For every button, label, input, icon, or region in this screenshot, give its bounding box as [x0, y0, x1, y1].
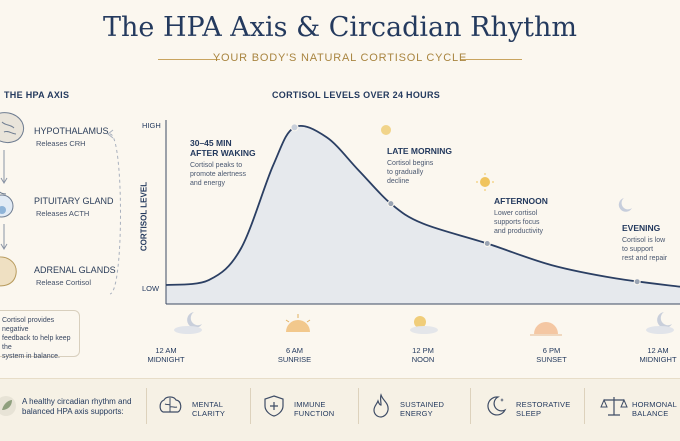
annotation-text: decline	[387, 178, 410, 185]
y-tick-high: HIGH	[142, 121, 161, 130]
benefits-band	[0, 378, 680, 441]
brain-organ-icon	[0, 112, 25, 143]
brain-icon	[159, 396, 182, 413]
curve-marker	[387, 200, 395, 208]
x-tick-label: 12 AM MIDNIGHT	[147, 346, 185, 364]
adrenal-organ-icon	[0, 256, 17, 287]
x-tick-label: 6 PM SUNSET	[536, 346, 567, 364]
hpa-axis-title: THE HPA AXIS	[4, 90, 70, 100]
benefits-intro: A healthy circadian rhythm and balanced …	[22, 397, 132, 416]
annotation-text: Cortisol begins	[387, 160, 434, 167]
feedback-arrowhead	[107, 129, 114, 139]
adrenal-label: ADRENAL GLANDS	[34, 265, 116, 275]
subtitle: YOUR BODY'S NATURAL CORTISOL CYCLE	[212, 52, 468, 64]
annotation-title: 30–45 MIN	[190, 138, 232, 148]
y-tick-low: LOW	[142, 284, 160, 293]
scale-icon	[600, 397, 628, 416]
feedback-box	[0, 310, 80, 357]
flame-icon	[373, 393, 389, 418]
benefit-divider	[584, 388, 585, 424]
annotation-text: rest and repair	[622, 255, 668, 262]
cortisol-curve	[165, 124, 680, 288]
benefit-divider	[470, 388, 471, 424]
annotation-title: LATE MORNING	[387, 146, 453, 156]
pituitary-sub: Releases ACTH	[36, 209, 90, 218]
leaf-icon	[0, 396, 16, 416]
benefit-label: HORMONAL BALANCE	[632, 400, 677, 418]
chart-title: CORTISOL LEVELS OVER 24 HOURS	[272, 90, 441, 100]
annotation-text: to gradually	[387, 169, 424, 176]
subtitle-divider-left	[158, 59, 220, 60]
hypothalamus-sub: Releases CRH	[36, 139, 86, 148]
feedback-line: feedback to help keep the	[2, 335, 71, 351]
benefit-divider	[146, 388, 147, 424]
subtitle-row: YOUR BODY'S NATURAL CORTISOL CYCLE	[0, 50, 680, 70]
annotation-title: AFTERNOON	[494, 196, 548, 206]
annotation-text: and productivity	[494, 228, 544, 235]
night-moon-icon-end	[646, 312, 674, 334]
sunset-icon	[530, 322, 562, 336]
annotation-text: supports focus	[494, 219, 540, 226]
feedback-loop-arrow	[109, 133, 121, 295]
annotation-text: promote alertness	[190, 171, 247, 178]
cortisol-chart	[165, 120, 680, 336]
evening-moon-icon	[618, 198, 632, 212]
benefit-label: IMMUNE FUNCTION	[294, 400, 335, 418]
annotation-afternoon: AFTERNOON Lower cortisol supports focus …	[494, 196, 548, 236]
hpa-axis-diagram	[0, 112, 121, 295]
benefit-label: MENTAL CLARITY	[192, 400, 226, 418]
annotation-text: Lower cortisol	[494, 210, 538, 217]
subtitle-divider-right	[460, 59, 522, 60]
benefit-divider	[358, 388, 359, 424]
moon-icon	[487, 396, 507, 416]
annotation-peak: 30–45 MIN AFTER WAKING Cortisol peaks to…	[190, 138, 256, 188]
curve-fill-area	[166, 125, 680, 304]
annotation-text: and energy	[190, 180, 226, 187]
feedback-text: Cortisol provides negative feedback to h…	[2, 316, 82, 361]
annotation-text: Cortisol is low	[622, 237, 666, 244]
x-tick-label: 12 PM NOON	[411, 346, 435, 364]
noon-sun-icon	[410, 316, 438, 334]
curve-marker	[483, 240, 491, 248]
y-axis-label: CORTISOL LEVEL	[139, 181, 149, 252]
shield-icon	[264, 395, 284, 417]
x-tick-label: 12 AM MIDNIGHT	[639, 346, 677, 364]
benefit-label: RESTORATIVE SLEEP	[516, 400, 571, 418]
night-moon-icon	[174, 312, 202, 334]
benefit-label: SUSTAINED ENERGY	[400, 400, 445, 418]
x-tick-label: 6 AM SUNRISE	[277, 346, 312, 364]
annotation-text: Cortisol peaks to	[190, 162, 243, 169]
hpa-flow-arrows	[0, 150, 8, 250]
annotation-late-morning: LATE MORNING Cortisol begins to graduall…	[387, 146, 452, 186]
annotation-text: to support	[622, 246, 654, 253]
benefit-divider	[250, 388, 251, 424]
feedback-line: system in balance.	[2, 353, 60, 360]
late-morning-sun-icon	[381, 125, 391, 135]
adrenal-sub: Release Cortisol	[36, 278, 92, 287]
hypothalamus-label: HYPOTHALAMUS	[34, 126, 109, 136]
sunrise-icon	[285, 314, 311, 332]
annotation-title: AFTER WAKING	[190, 148, 256, 158]
afternoon-sun-icon	[476, 173, 494, 191]
main-title: The HPA Axis & Circadian Rhythm	[103, 12, 577, 43]
pituitary-organ-icon	[0, 191, 14, 218]
chart-axes	[165, 120, 680, 305]
annotation-title: EVENING	[622, 223, 661, 233]
annotation-evening: EVENING Cortisol is low to support rest …	[622, 223, 667, 263]
curve-markers	[290, 123, 641, 286]
curve-marker	[633, 278, 641, 286]
curve-marker	[290, 123, 299, 132]
feedback-line: Cortisol provides negative	[2, 317, 55, 333]
pituitary-label: PITUITARY GLAND	[34, 196, 114, 206]
